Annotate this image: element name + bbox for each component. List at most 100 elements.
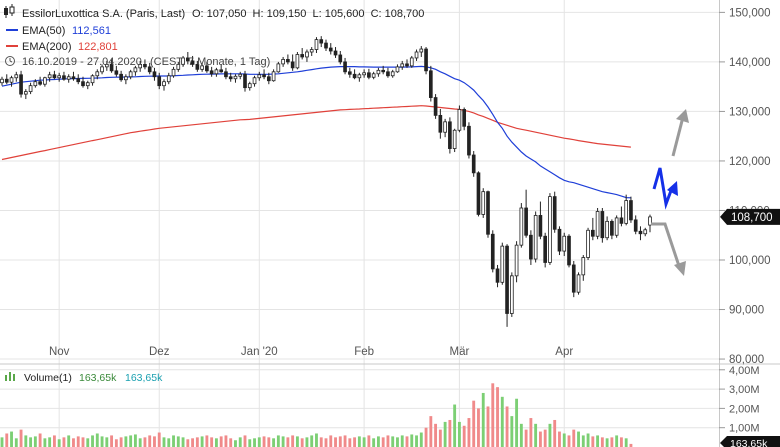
candle-body-down: [224, 71, 228, 78]
volume-bar-down: [567, 435, 571, 447]
candle: [233, 74, 238, 83]
volume-bar-up: [396, 437, 399, 447]
volume-bar-down: [338, 436, 342, 447]
volume-bar-down: [5, 433, 9, 447]
candle-body-up: [90, 75, 95, 84]
volume-bar-up: [400, 435, 404, 447]
candle-body-down: [190, 60, 195, 65]
volume-bar-down: [81, 437, 85, 447]
volume-bar-down: [76, 436, 80, 447]
candle: [381, 65, 386, 75]
candle: [152, 67, 157, 81]
volume-bar-up: [214, 438, 218, 447]
legend-ema200-value: 122,801: [78, 41, 118, 53]
volume-tick-label: 2,00M: [729, 403, 760, 415]
volume-bar-up: [272, 438, 276, 447]
candle-body-up: [95, 71, 100, 77]
volume-bar-down: [348, 438, 352, 447]
candle-body-down: [324, 42, 328, 49]
candle: [409, 55, 414, 68]
candle-body-up: [581, 257, 586, 276]
candle-body-down: [619, 217, 624, 224]
candle: [286, 54, 290, 65]
candle-body-up: [309, 49, 314, 53]
volume-bar-down: [119, 437, 123, 447]
volume-bar-down: [62, 437, 66, 447]
candle: [200, 62, 204, 72]
candle-body-up: [357, 74, 362, 79]
candle-body-down: [114, 70, 119, 75]
candle-body-down: [524, 207, 528, 236]
candle-body-up: [100, 66, 104, 73]
candle: [185, 52, 190, 65]
volume-bar-down: [319, 437, 323, 447]
candle-body-up: [166, 75, 171, 83]
volume-bar-up: [57, 439, 61, 447]
candle: [643, 227, 648, 237]
volume-bar-up: [453, 404, 457, 447]
volume-bar-up: [415, 435, 418, 447]
candle: [319, 36, 324, 48]
candle-body-down: [428, 70, 433, 98]
volume-bar-down: [467, 418, 471, 447]
candle-body-down: [38, 81, 42, 85]
volume-bar-up: [200, 436, 204, 447]
candle: [290, 54, 295, 71]
y-tick-label: 100,000: [729, 255, 771, 267]
candle-body-down: [328, 47, 333, 52]
candle: [600, 208, 605, 243]
volume-bar-down: [477, 408, 480, 447]
volume-bar-up: [67, 435, 71, 447]
x-tick-label: Mär: [450, 346, 470, 358]
volume-bar-down: [538, 431, 542, 447]
volume-bar-up: [33, 436, 37, 447]
volume-bar-up: [357, 436, 361, 447]
volume-bar-down: [619, 437, 623, 447]
volume-last-marker: 163,65k: [720, 436, 780, 447]
volume-bar-down: [329, 435, 333, 447]
volume-bar-up: [310, 435, 314, 447]
legend-period-detail: (CEST, 7 Monate, 1 Tag): [150, 56, 270, 68]
candle-body-up: [162, 81, 166, 87]
candle: [490, 230, 495, 273]
volume-bar-down: [496, 387, 499, 447]
candle-body-down: [352, 73, 357, 79]
candle: [352, 69, 357, 80]
candle: [495, 264, 500, 288]
candle: [367, 68, 371, 80]
candle: [81, 76, 85, 88]
volume-value-1: 163,65k: [79, 372, 117, 384]
candle-body-down: [319, 39, 324, 44]
candle-body-up: [252, 77, 257, 85]
candle-body-down: [571, 264, 576, 293]
candle-body-up: [576, 274, 581, 293]
candle: [509, 272, 514, 317]
candle: [443, 118, 447, 138]
candle-body-up: [28, 85, 33, 93]
volume-tick-label: 3,00M: [729, 384, 760, 396]
candle-body-down: [209, 70, 214, 75]
candle: [590, 217, 595, 241]
volume-bar-up: [305, 437, 309, 447]
volume-bar-down: [157, 432, 161, 447]
candle: [176, 61, 181, 72]
volume-bar-down: [195, 437, 199, 447]
candle: [66, 74, 71, 83]
candle-body-up: [133, 67, 138, 73]
candle: [85, 80, 90, 90]
volume-bar-down: [291, 435, 295, 447]
candle-body-down: [486, 191, 490, 235]
volume-bar-up: [457, 421, 461, 447]
candle-body-up: [500, 245, 505, 283]
volume-bar-up: [253, 438, 256, 447]
x-axis-ticks: Nov Dez Jan '20 Feb Mär Apr: [49, 346, 573, 358]
candle: [162, 79, 166, 91]
volume-bar-down: [434, 423, 438, 447]
last-price-marker: 108,700: [720, 208, 780, 225]
ema50-line: [1, 65, 631, 199]
candle-body-up: [443, 121, 447, 133]
volume-bar-up: [615, 435, 619, 447]
candle-body-up: [214, 69, 219, 75]
volume-bar-up: [410, 434, 414, 447]
volume-bar-down: [424, 427, 428, 447]
